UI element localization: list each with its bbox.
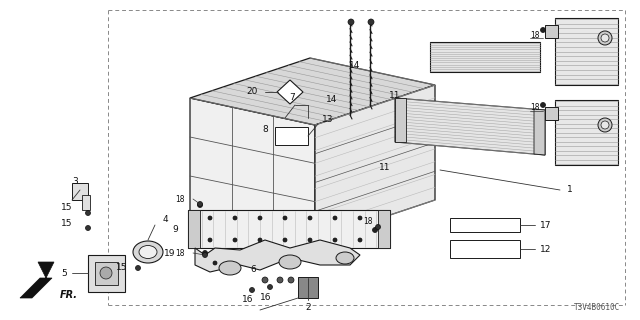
Circle shape: [258, 216, 262, 220]
Polygon shape: [395, 98, 406, 142]
Circle shape: [372, 228, 378, 233]
Ellipse shape: [279, 255, 301, 269]
Circle shape: [541, 102, 545, 108]
Text: 11: 11: [380, 164, 391, 172]
Circle shape: [333, 238, 337, 242]
Text: 2: 2: [305, 302, 311, 311]
Text: 5: 5: [61, 268, 67, 277]
Text: 1: 1: [567, 186, 573, 195]
Circle shape: [268, 284, 273, 290]
Circle shape: [541, 28, 545, 33]
Polygon shape: [430, 42, 540, 72]
Polygon shape: [395, 98, 545, 155]
Circle shape: [208, 238, 212, 242]
Circle shape: [100, 267, 112, 279]
Polygon shape: [450, 240, 520, 258]
Circle shape: [233, 238, 237, 242]
Circle shape: [283, 238, 287, 242]
Circle shape: [358, 238, 362, 242]
Text: 14: 14: [326, 95, 338, 105]
Text: 17: 17: [540, 220, 552, 229]
Circle shape: [277, 277, 283, 283]
Text: 15: 15: [116, 262, 128, 271]
Polygon shape: [298, 277, 318, 298]
Text: 3: 3: [72, 178, 78, 187]
Polygon shape: [545, 25, 558, 38]
Text: 18: 18: [363, 218, 372, 227]
Text: 14: 14: [349, 60, 361, 69]
Circle shape: [283, 216, 287, 220]
Circle shape: [601, 34, 609, 42]
Text: 11: 11: [389, 91, 401, 100]
Circle shape: [208, 216, 212, 220]
Circle shape: [202, 251, 207, 255]
Polygon shape: [555, 100, 618, 165]
Text: 8: 8: [262, 125, 268, 134]
Text: 9: 9: [172, 225, 178, 234]
Text: 16: 16: [260, 292, 272, 301]
Text: 12: 12: [540, 244, 552, 253]
Circle shape: [376, 225, 381, 229]
Text: 18: 18: [175, 249, 185, 258]
Polygon shape: [82, 195, 90, 210]
Text: 19: 19: [164, 249, 176, 258]
Polygon shape: [95, 262, 118, 285]
Polygon shape: [277, 80, 303, 104]
Polygon shape: [20, 262, 54, 298]
Circle shape: [250, 287, 255, 292]
Text: 15: 15: [61, 219, 72, 228]
Text: 7: 7: [289, 92, 295, 101]
Circle shape: [368, 19, 374, 25]
Polygon shape: [195, 240, 360, 272]
Polygon shape: [450, 218, 520, 232]
Polygon shape: [378, 210, 390, 248]
Circle shape: [262, 277, 268, 283]
Circle shape: [213, 261, 217, 265]
Circle shape: [288, 277, 294, 283]
Circle shape: [198, 202, 202, 206]
Text: 13: 13: [322, 116, 333, 124]
Polygon shape: [534, 109, 545, 155]
Circle shape: [86, 211, 90, 215]
Circle shape: [598, 118, 612, 132]
Circle shape: [601, 121, 609, 129]
Text: 15: 15: [61, 204, 72, 212]
Text: 4: 4: [162, 215, 168, 225]
Polygon shape: [315, 85, 435, 240]
Circle shape: [233, 216, 237, 220]
Text: FR.: FR.: [60, 290, 78, 300]
Polygon shape: [190, 58, 435, 125]
Text: 18: 18: [530, 103, 540, 113]
Circle shape: [258, 238, 262, 242]
Circle shape: [136, 266, 141, 270]
Text: 6: 6: [250, 266, 256, 275]
Polygon shape: [275, 127, 308, 145]
Polygon shape: [88, 255, 125, 292]
Polygon shape: [545, 107, 558, 120]
Polygon shape: [190, 98, 315, 240]
Circle shape: [358, 216, 362, 220]
Ellipse shape: [133, 241, 163, 263]
Circle shape: [86, 226, 90, 230]
Polygon shape: [555, 18, 618, 85]
Text: 16: 16: [243, 295, 253, 305]
Circle shape: [333, 216, 337, 220]
Text: T3V4B0610C: T3V4B0610C: [573, 303, 620, 312]
Text: 20: 20: [246, 87, 258, 97]
Circle shape: [198, 203, 202, 207]
Text: 18: 18: [530, 30, 540, 39]
Polygon shape: [188, 210, 200, 248]
Polygon shape: [188, 210, 390, 248]
Circle shape: [202, 252, 207, 258]
Circle shape: [308, 216, 312, 220]
Text: 18: 18: [175, 195, 185, 204]
Ellipse shape: [139, 245, 157, 259]
Ellipse shape: [219, 261, 241, 275]
Circle shape: [348, 19, 354, 25]
Circle shape: [308, 238, 312, 242]
Ellipse shape: [336, 252, 354, 264]
Circle shape: [598, 31, 612, 45]
Polygon shape: [72, 183, 88, 200]
